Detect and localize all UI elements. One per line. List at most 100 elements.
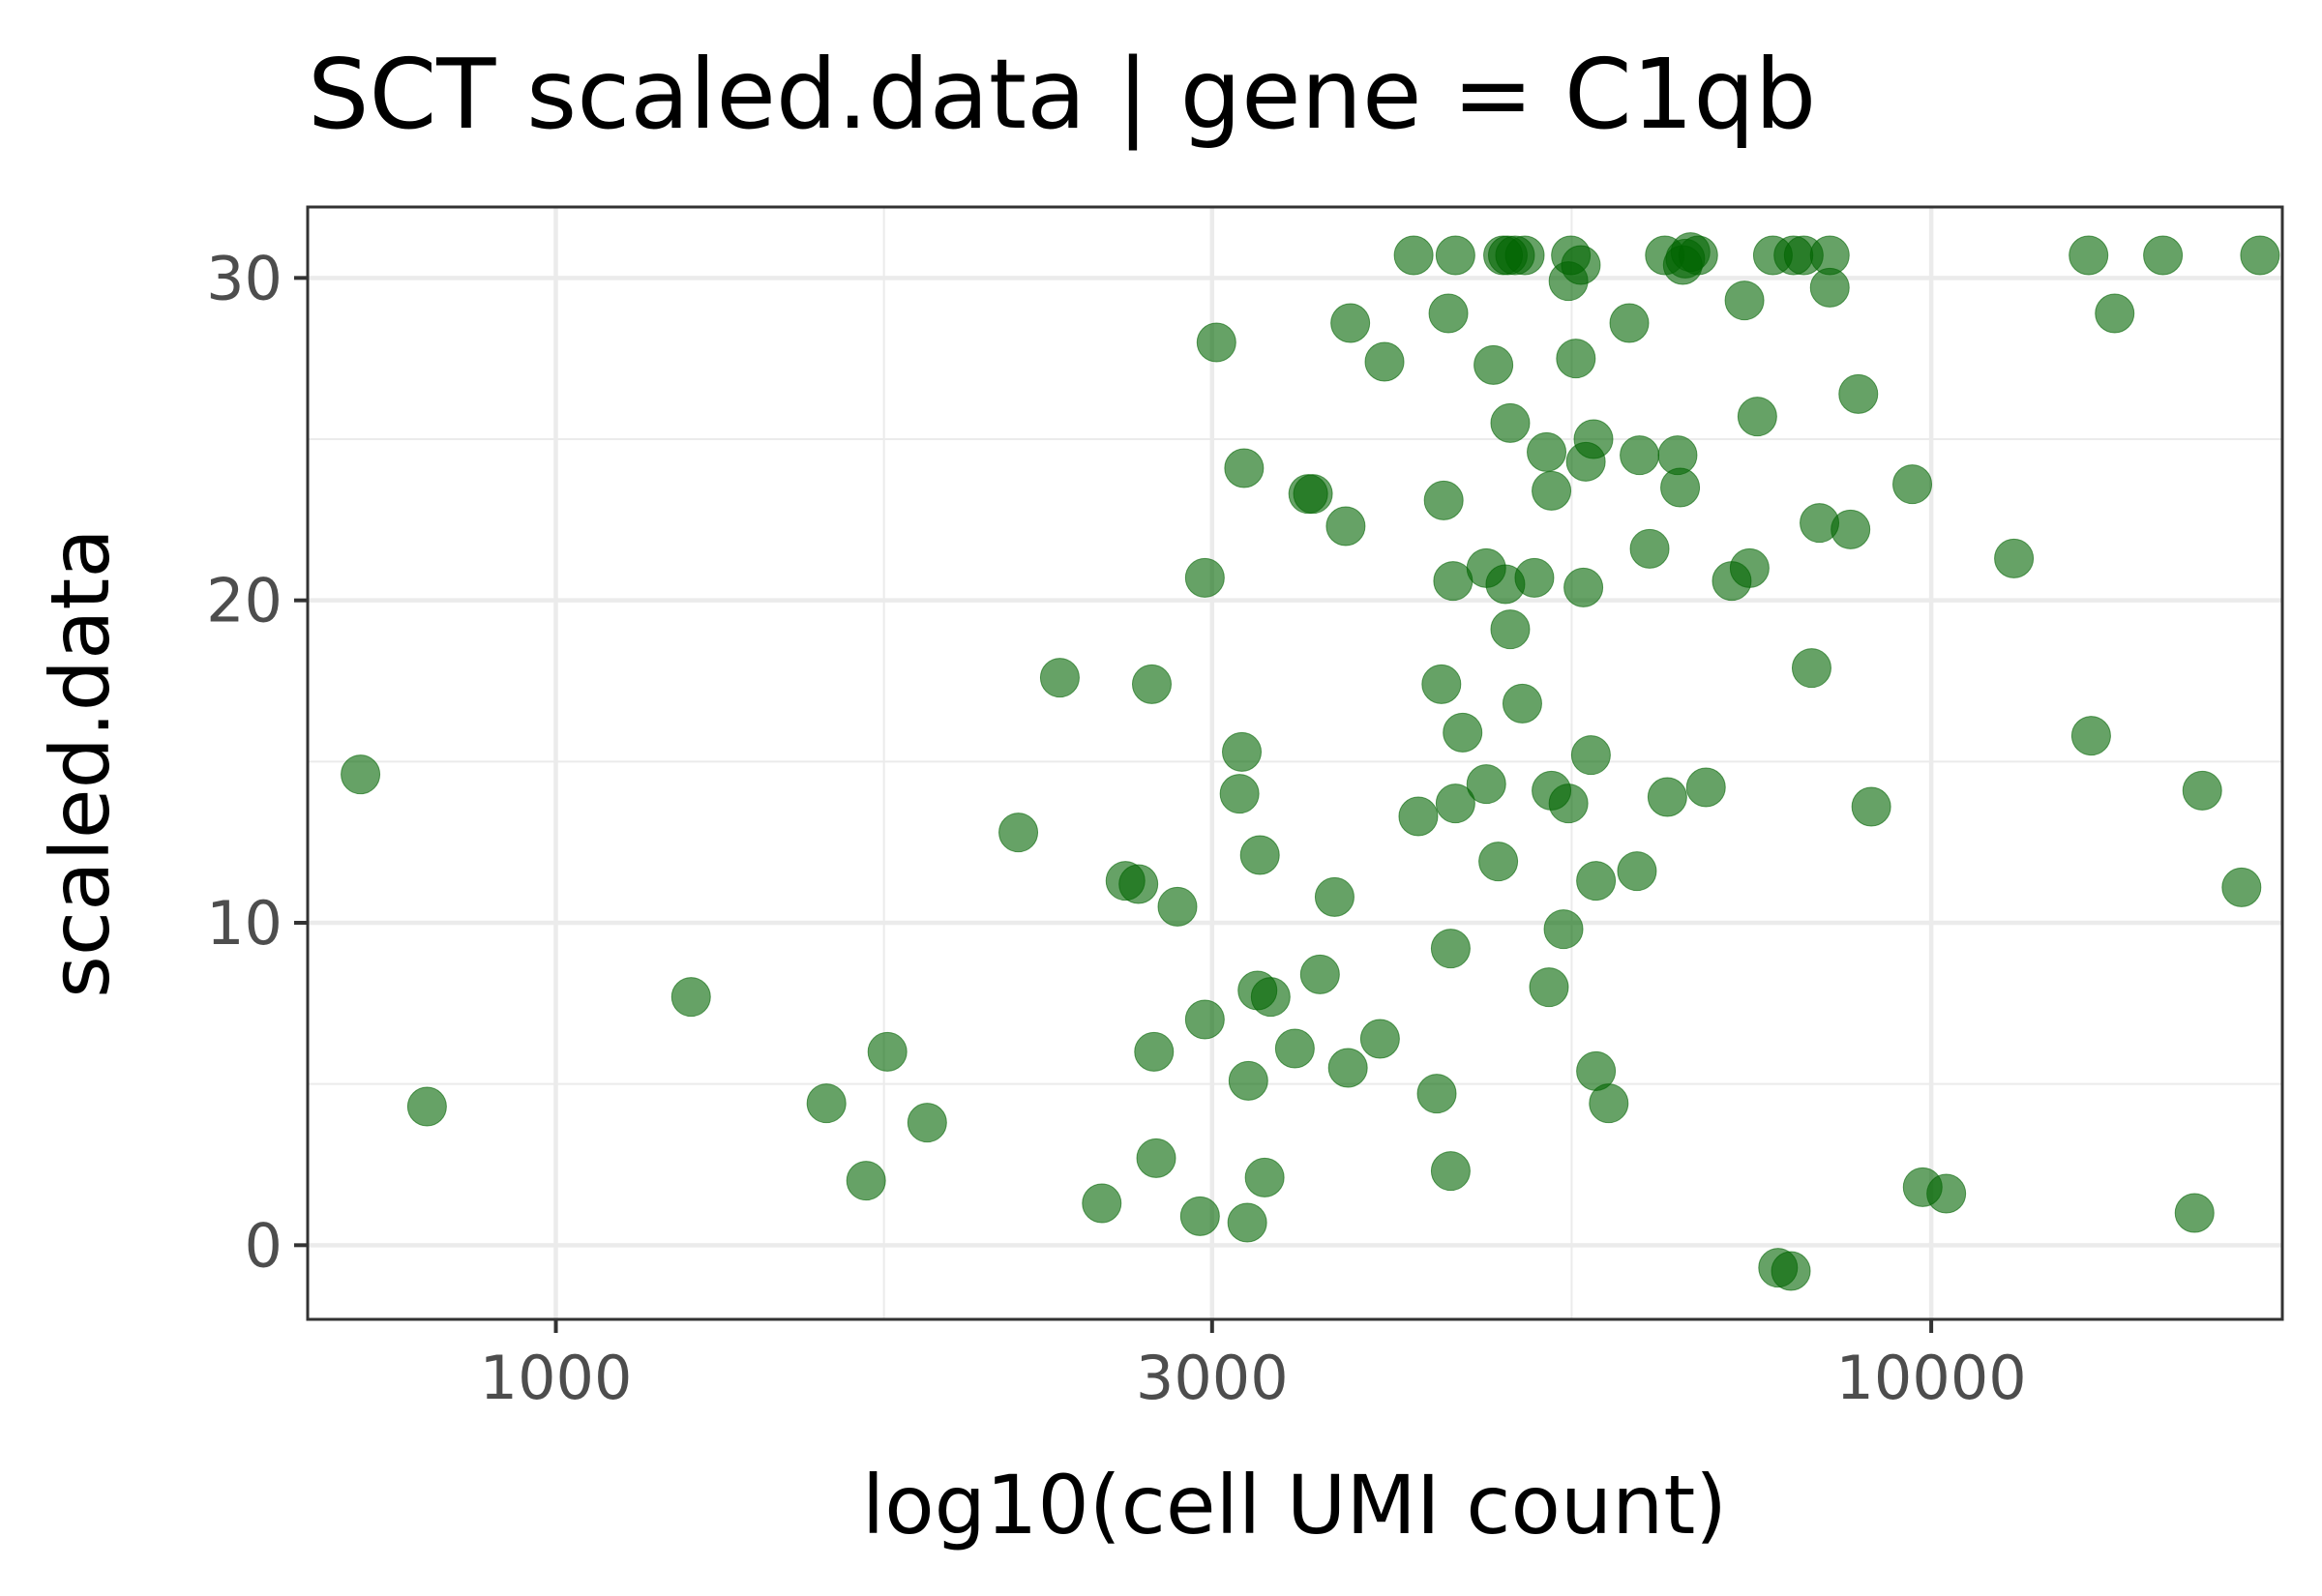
data-point-27 [1244,1157,1285,1197]
data-point-100 [1771,1251,1811,1291]
data-point-26 [1239,835,1280,875]
data-point-114 [2069,235,2109,276]
data-point-78 [1576,861,1617,901]
data-point-83 [1620,435,1660,476]
data-point-63 [1514,557,1555,598]
data-point-59 [1490,609,1531,650]
data-point-0 [341,754,381,795]
data-point-107 [1831,509,1871,549]
data-point-45 [1430,929,1471,969]
data-point-64 [1527,431,1567,472]
data-point-96 [1729,547,1770,588]
data-point-19 [1196,322,1236,363]
data-point-7 [998,813,1039,853]
data-point-82 [1617,851,1657,892]
data-point-76 [1570,735,1611,776]
data-point-18 [1184,999,1225,1040]
data-point-112 [1926,1173,1967,1214]
data-point-74 [1563,567,1604,607]
data-point-22 [1224,448,1265,488]
data-point-80 [1589,1083,1629,1124]
data-point-49 [1435,783,1475,824]
data-point-35 [1327,1048,1368,1088]
data-point-8 [1039,658,1080,698]
data-point-88 [1660,467,1701,508]
data-point-95 [1724,281,1765,321]
data-point-77 [1573,419,1614,459]
data-point-58 [1490,402,1531,443]
data-point-97 [1737,397,1777,437]
data-point-15 [1157,886,1198,927]
data-point-81 [1609,303,1650,343]
data-point-41 [1416,1074,1457,1114]
data-point-4 [846,1161,886,1201]
y-tick-label-1: 10 [206,888,283,959]
data-point-44 [1428,293,1469,334]
chart-title: SCT scaled.data | gene = C1qb [308,38,1816,151]
data-point-103 [1791,648,1831,689]
x-tick-label-0: 1000 [480,1343,633,1413]
data-point-29 [1274,1028,1315,1069]
data-point-21 [1222,731,1263,772]
data-point-84 [1629,528,1670,569]
data-point-33 [1314,876,1354,917]
data-point-9 [1082,1183,1122,1224]
data-point-51 [1466,764,1506,805]
data-point-32 [1299,954,1340,994]
x-tick-label-2: 10000 [1835,1343,2026,1413]
data-point-53 [1474,344,1514,385]
data-point-5 [867,1031,908,1072]
data-point-93 [1685,767,1726,808]
data-point-38 [1359,1019,1400,1059]
data-point-117 [2143,235,2184,276]
data-point-42 [1421,664,1462,704]
data-point-2 [670,977,711,1018]
data-point-11 [1118,864,1159,904]
data-point-118 [2174,1193,2215,1233]
x-axis-label: log10(cell UMI count) [862,1458,1727,1552]
data-point-62 [1504,235,1545,276]
data-point-20 [1219,774,1260,814]
data-point-39 [1393,235,1434,276]
data-point-12 [1131,664,1172,704]
data-point-121 [2240,235,2280,276]
data-point-67 [1532,470,1572,511]
data-point-36 [1330,303,1371,343]
y-tick-label-2: 20 [206,566,283,636]
data-point-43 [1423,480,1464,520]
data-point-108 [1838,373,1879,414]
data-point-48 [1435,235,1475,276]
data-point-115 [2070,716,2111,756]
axes: 1000 3000 10000 0 10 20 30 [206,243,2027,1413]
y-tick-label-3: 30 [206,243,283,313]
data-point-3 [806,1083,847,1124]
data-point-68 [1543,909,1584,950]
data-point-24 [1228,1060,1268,1101]
data-point-34 [1325,506,1366,547]
data-point-119 [2182,770,2222,811]
data-point-17 [1184,557,1225,598]
data-point-110 [1892,464,1933,505]
data-point-31 [1293,474,1333,515]
data-point-40 [1398,796,1439,837]
data-points [341,232,2280,1291]
data-point-16 [1179,1196,1220,1236]
data-point-86 [1647,777,1687,817]
data-point-72 [1556,339,1596,379]
data-point-92 [1678,235,1718,276]
plot-panel-border [306,205,2284,1321]
grid [308,207,2282,1319]
y-tick-label-0: 0 [245,1210,283,1281]
data-point-37 [1364,341,1405,382]
data-point-65 [1529,967,1569,1008]
data-point-69 [1548,783,1589,824]
data-point-113 [1994,538,2035,578]
data-point-1 [406,1086,447,1127]
data-point-73 [1561,245,1601,285]
data-point-116 [2095,293,2135,334]
data-point-28 [1250,977,1291,1018]
x-tick-label-1: 3000 [1136,1343,1289,1413]
data-point-13 [1134,1031,1175,1072]
data-point-106 [1809,267,1850,308]
